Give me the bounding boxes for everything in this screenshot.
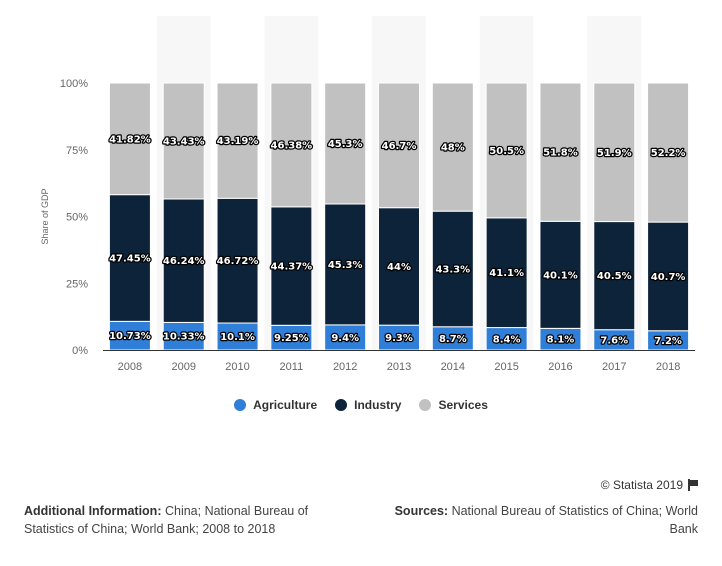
y-tick-label: 75% bbox=[66, 145, 88, 157]
legend-industry-marker bbox=[335, 399, 348, 411]
x-tick-label: 2016 bbox=[548, 361, 572, 373]
bar-industry bbox=[647, 221, 690, 332]
data-label-industry: 41.1% bbox=[489, 268, 524, 279]
flag-icon[interactable] bbox=[688, 479, 698, 491]
additional-information: Additional Information: China; National … bbox=[24, 502, 354, 538]
data-label-agriculture: 8.4% bbox=[493, 334, 521, 345]
data-label-agriculture: 9.25% bbox=[274, 333, 309, 344]
data-label-services: 43.43% bbox=[163, 136, 205, 147]
y-tick-label: 0% bbox=[72, 345, 88, 357]
data-label-industry: 40.7% bbox=[651, 272, 686, 283]
data-label-industry: 44% bbox=[387, 262, 411, 273]
data-label-services: 43.19% bbox=[217, 136, 259, 147]
x-tick-label: 2012 bbox=[333, 361, 357, 373]
bar-agriculture bbox=[108, 320, 151, 351]
data-label-services: 51.9% bbox=[597, 148, 632, 159]
data-label-agriculture: 7.6% bbox=[600, 335, 628, 346]
additional-info-label: Additional Information: bbox=[24, 504, 162, 518]
bar-services bbox=[324, 82, 367, 205]
data-label-agriculture: 10.73% bbox=[109, 331, 151, 342]
data-label-industry: 44.37% bbox=[271, 262, 313, 273]
data-label-industry: 45.3% bbox=[328, 260, 363, 271]
bar-services bbox=[216, 82, 259, 199]
bar-services bbox=[270, 82, 313, 208]
bar-industry bbox=[324, 203, 367, 326]
y-axis-title: Share of GDP bbox=[40, 188, 50, 244]
x-tick-label: 2010 bbox=[225, 361, 249, 373]
sources-label: Sources: bbox=[394, 504, 449, 518]
data-label-agriculture: 8.1% bbox=[547, 335, 575, 346]
bar-agriculture bbox=[270, 324, 313, 351]
bar-industry bbox=[431, 210, 474, 328]
data-label-agriculture: 7.2% bbox=[654, 336, 682, 347]
bar-industry bbox=[485, 217, 528, 329]
legend-agriculture-marker bbox=[234, 399, 247, 411]
sources-text: National Bureau of Statistics of China; … bbox=[451, 504, 698, 536]
data-label-services: 41.82% bbox=[109, 134, 151, 145]
data-label-services: 46.38% bbox=[271, 140, 313, 151]
legend-services-marker bbox=[419, 399, 432, 411]
data-label-industry: 43.3% bbox=[435, 264, 470, 275]
x-tick-label: 2011 bbox=[280, 361, 304, 373]
bar-industry bbox=[378, 207, 420, 326]
legend-services-label: Services bbox=[438, 398, 488, 412]
data-label-services: 46.7% bbox=[382, 141, 417, 152]
x-tick-label: 2014 bbox=[441, 361, 465, 373]
bar-services bbox=[378, 82, 420, 209]
data-label-industry: 47.45% bbox=[109, 254, 151, 265]
bar-services bbox=[485, 82, 528, 219]
data-label-agriculture: 10.33% bbox=[163, 332, 205, 343]
bar-services bbox=[431, 82, 474, 212]
bar-agriculture bbox=[162, 321, 205, 351]
data-label-agriculture: 9.4% bbox=[331, 333, 359, 344]
bar-services bbox=[593, 82, 636, 223]
x-tick-label: 2008 bbox=[118, 361, 142, 373]
bar-industry bbox=[216, 197, 259, 324]
y-tick-label: 50% bbox=[66, 212, 88, 224]
data-label-services: 51.8% bbox=[543, 148, 578, 159]
bar-services bbox=[647, 82, 690, 223]
bar-industry bbox=[162, 198, 205, 323]
y-tick-label: 100% bbox=[60, 78, 88, 90]
legend-agriculture-label: Agriculture bbox=[253, 398, 318, 412]
chart-legend: Agriculture Industry Services bbox=[0, 398, 722, 412]
legend-item-industry[interactable]: Industry bbox=[335, 398, 401, 412]
sources-information: Sources: National Bureau of Statistics o… bbox=[368, 502, 698, 538]
data-label-industry: 40.1% bbox=[543, 270, 578, 281]
data-label-agriculture: 8.7% bbox=[439, 334, 467, 345]
bar-services bbox=[108, 82, 151, 196]
x-tick-label: 2009 bbox=[171, 361, 195, 373]
x-tick-label: 2018 bbox=[656, 361, 680, 373]
bar-services bbox=[539, 82, 582, 222]
bar-industry bbox=[593, 221, 636, 331]
stacked-bar-chart: Share of GDP 0% 25% 50% 75% 100% 10.73% 47.45% 4… bbox=[40, 78, 695, 373]
bar-services bbox=[162, 82, 205, 200]
credit-text: © Statista 2019 bbox=[600, 478, 683, 492]
bar-industry bbox=[108, 194, 151, 322]
legend-item-agriculture[interactable]: Agriculture bbox=[234, 398, 317, 412]
data-label-services: 45.3% bbox=[328, 139, 363, 150]
bar-industry bbox=[270, 206, 313, 326]
legend-item-services[interactable]: Services bbox=[419, 398, 488, 412]
data-label-agriculture: 10.1% bbox=[220, 332, 255, 343]
data-label-industry: 46.24% bbox=[163, 256, 205, 267]
x-tick-label: 2015 bbox=[494, 361, 518, 373]
data-label-services: 52.2% bbox=[651, 148, 686, 159]
data-label-industry: 40.5% bbox=[597, 271, 632, 282]
x-tick-label: 2017 bbox=[602, 361, 626, 373]
data-label-industry: 46.72% bbox=[217, 256, 259, 267]
data-label-agriculture: 9.3% bbox=[385, 333, 413, 344]
data-label-services: 50.5% bbox=[489, 146, 524, 157]
additional-info-text: China; National Bureau of Statistics of … bbox=[24, 504, 309, 536]
statista-credit[interactable]: © Statista 2019 bbox=[601, 478, 698, 492]
data-label-services: 48% bbox=[441, 143, 465, 154]
x-tick-label: 2013 bbox=[387, 361, 411, 373]
legend-industry-label: Industry bbox=[354, 398, 402, 412]
y-tick-label: 25% bbox=[66, 278, 88, 290]
